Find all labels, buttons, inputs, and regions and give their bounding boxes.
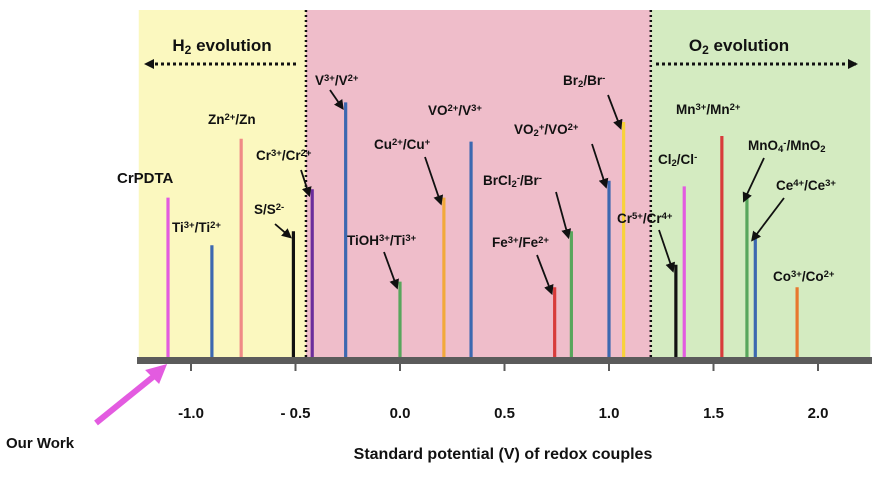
x-tick-label: 0.0 xyxy=(390,405,411,422)
region-label-H2: H2 evolution xyxy=(172,36,271,57)
region-label-O2: O2 evolution xyxy=(689,36,789,57)
label-cr: Cr3+/Cr2+ xyxy=(256,148,312,163)
label-br: Br2/Br- xyxy=(563,73,605,90)
label-cu: Cu2+/Cu+ xyxy=(374,137,431,152)
leader-tioh xyxy=(383,251,399,290)
label-cr54: Cr5+/Cr4+ xyxy=(617,211,673,226)
label-s: S/S2- xyxy=(254,202,284,217)
x-tick-label: -1.0 xyxy=(178,405,204,422)
label-brcl: BrCl2-/Br- xyxy=(483,173,542,190)
leader-v xyxy=(329,89,344,111)
leader-ce xyxy=(751,197,785,242)
our-work-arrow-head xyxy=(145,364,168,384)
leader-br xyxy=(607,94,623,130)
region-O2 xyxy=(650,10,871,360)
x-tick-label: 0.5 xyxy=(494,405,515,422)
leader-cr54 xyxy=(658,229,676,273)
our-work-annotation: Our Work xyxy=(6,364,168,452)
label-mn: Mn3+/Mn2+ xyxy=(676,102,741,117)
redox-bars xyxy=(166,102,799,360)
redox-labels: CrPDTA Ti3+/Ti2+ Zn2+/Zn S/S2- Cr3+/Cr2+ V3+/… xyxy=(117,73,836,284)
label-vo: VO2+/V3+ xyxy=(428,103,482,118)
leader-fe xyxy=(536,254,554,296)
label-ti: Ti3+/Ti2+ xyxy=(172,220,221,235)
leader-s xyxy=(274,223,292,239)
leader-cu xyxy=(424,156,444,206)
label-leaders xyxy=(274,89,785,296)
label-co: Co3+/Co2+ xyxy=(773,269,835,284)
x-axis-line xyxy=(137,357,872,364)
x-axis: -1.0 - 0.5 0.0 0.5 1.0 1.5 2.0 xyxy=(137,357,872,422)
label-mno4: MnO4-/MnO2 xyxy=(748,138,826,155)
label-fe: Fe3+/Fe2+ xyxy=(492,235,549,250)
label-zn: Zn2+/Zn xyxy=(208,112,256,127)
leader-cr xyxy=(300,169,312,198)
x-tick-label: 1.5 xyxy=(703,405,724,422)
x-tick-label: - 0.5 xyxy=(280,405,310,422)
label-cl: Cl2/Cl- xyxy=(658,152,697,169)
region-middle xyxy=(305,10,651,360)
label-crpdta: CrPDTA xyxy=(117,170,174,187)
our-work-label: Our Work xyxy=(6,435,75,452)
x-tick-label: 2.0 xyxy=(808,405,829,422)
label-ce: Ce4+/Ce3+ xyxy=(776,178,836,193)
x-tick-label: 1.0 xyxy=(599,405,620,422)
leader-mno4 xyxy=(742,157,765,203)
x-axis-label: Standard potential (V) of redox couples xyxy=(354,446,653,463)
our-work-arrow-shaft xyxy=(94,369,161,426)
leader-vo2 xyxy=(591,143,609,189)
label-tioh: TiOH3+/Ti3+ xyxy=(347,233,417,248)
potential-regions: H2 evolution O2 evolution xyxy=(138,10,871,360)
leader-brcl xyxy=(555,191,572,240)
label-v: V3+/V2+ xyxy=(315,73,359,88)
label-vo2: VO2+/VO2+ xyxy=(514,122,579,139)
